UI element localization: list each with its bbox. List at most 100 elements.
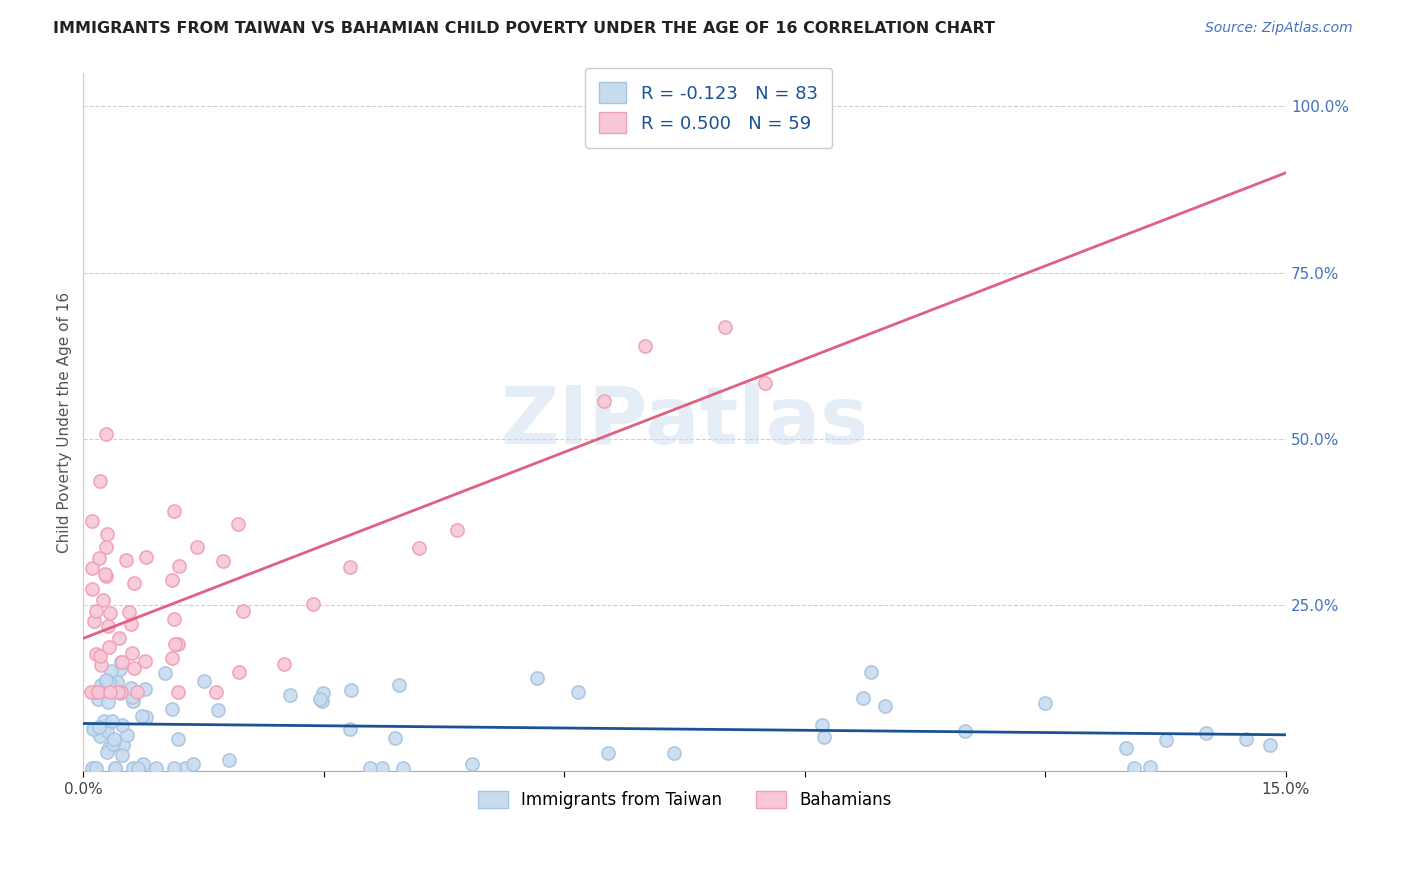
Point xyxy=(96,568,118,582)
Point xyxy=(384,731,406,746)
Point xyxy=(163,637,186,651)
Point xyxy=(567,685,589,699)
Point xyxy=(132,756,155,771)
Point xyxy=(94,719,117,733)
Point xyxy=(83,614,105,628)
Point xyxy=(408,541,430,555)
Point xyxy=(526,671,548,685)
Point xyxy=(90,658,112,673)
Point xyxy=(111,747,134,762)
Point xyxy=(124,660,146,674)
Point xyxy=(110,684,132,698)
Point xyxy=(110,686,132,700)
Point xyxy=(120,681,142,696)
Point xyxy=(107,631,129,645)
Point xyxy=(339,722,361,736)
Point xyxy=(860,665,883,679)
Point xyxy=(101,737,124,751)
Point xyxy=(211,554,233,568)
Point xyxy=(1139,760,1161,774)
Point xyxy=(111,718,134,732)
Point xyxy=(96,673,118,687)
Point xyxy=(593,393,616,408)
Point xyxy=(1258,738,1281,752)
Point xyxy=(82,723,104,737)
Point xyxy=(98,606,121,620)
Point xyxy=(94,540,117,554)
Point xyxy=(89,474,111,488)
Point xyxy=(98,684,121,698)
Point xyxy=(388,678,411,692)
Text: IMMIGRANTS FROM TAIWAN VS BAHAMIAN CHILD POVERTY UNDER THE AGE OF 16 CORRELATION: IMMIGRANTS FROM TAIWAN VS BAHAMIAN CHILD… xyxy=(53,21,995,36)
Point xyxy=(127,684,149,698)
Point xyxy=(96,745,118,759)
Point xyxy=(83,761,105,775)
Point xyxy=(1115,740,1137,755)
Point xyxy=(153,666,176,681)
Point xyxy=(134,654,156,668)
Point xyxy=(97,741,120,756)
Point xyxy=(1195,726,1218,740)
Point xyxy=(91,593,114,607)
Point xyxy=(160,573,183,587)
Point xyxy=(339,682,361,697)
Y-axis label: Child Poverty Under the Age of 16: Child Poverty Under the Age of 16 xyxy=(58,292,72,553)
Point xyxy=(122,576,145,591)
Point xyxy=(810,718,832,732)
Point xyxy=(181,756,204,771)
Point xyxy=(131,709,153,723)
Point xyxy=(174,761,197,775)
Point xyxy=(163,761,186,775)
Point xyxy=(1234,731,1257,746)
Point xyxy=(87,692,110,706)
Point xyxy=(97,694,120,708)
Point xyxy=(87,684,110,698)
Point xyxy=(127,761,149,775)
Point xyxy=(713,320,735,334)
Point xyxy=(115,728,138,742)
Point xyxy=(110,655,132,669)
Point xyxy=(97,675,120,690)
Point xyxy=(103,732,125,747)
Point xyxy=(122,761,145,775)
Point xyxy=(84,604,107,618)
Point xyxy=(359,761,381,775)
Point xyxy=(121,646,143,660)
Point xyxy=(80,514,103,528)
Point xyxy=(84,761,107,775)
Point xyxy=(80,560,103,574)
Point xyxy=(166,637,188,651)
Point xyxy=(166,732,188,747)
Point xyxy=(873,698,896,713)
Point xyxy=(134,681,156,696)
Point xyxy=(83,722,105,736)
Point xyxy=(82,761,104,775)
Text: ZIPatlas: ZIPatlas xyxy=(501,384,869,461)
Point xyxy=(1154,733,1177,747)
Point xyxy=(104,761,127,775)
Point xyxy=(97,619,120,633)
Point xyxy=(122,694,145,708)
Point xyxy=(111,738,134,752)
Point xyxy=(107,684,129,698)
Point xyxy=(596,746,619,760)
Point xyxy=(80,684,103,698)
Point xyxy=(135,550,157,565)
Point xyxy=(105,675,128,690)
Point xyxy=(118,605,141,619)
Point xyxy=(460,757,482,772)
Point xyxy=(852,690,875,705)
Point xyxy=(312,685,335,699)
Point xyxy=(167,559,190,574)
Point xyxy=(90,678,112,692)
Point xyxy=(228,665,250,679)
Point xyxy=(120,617,142,632)
Point xyxy=(97,640,120,654)
Point xyxy=(94,567,117,582)
Point xyxy=(101,678,124,692)
Point xyxy=(955,723,977,738)
Point xyxy=(96,723,118,738)
Point xyxy=(100,664,122,678)
Text: Source: ZipAtlas.com: Source: ZipAtlas.com xyxy=(1205,21,1353,35)
Point xyxy=(105,682,128,697)
